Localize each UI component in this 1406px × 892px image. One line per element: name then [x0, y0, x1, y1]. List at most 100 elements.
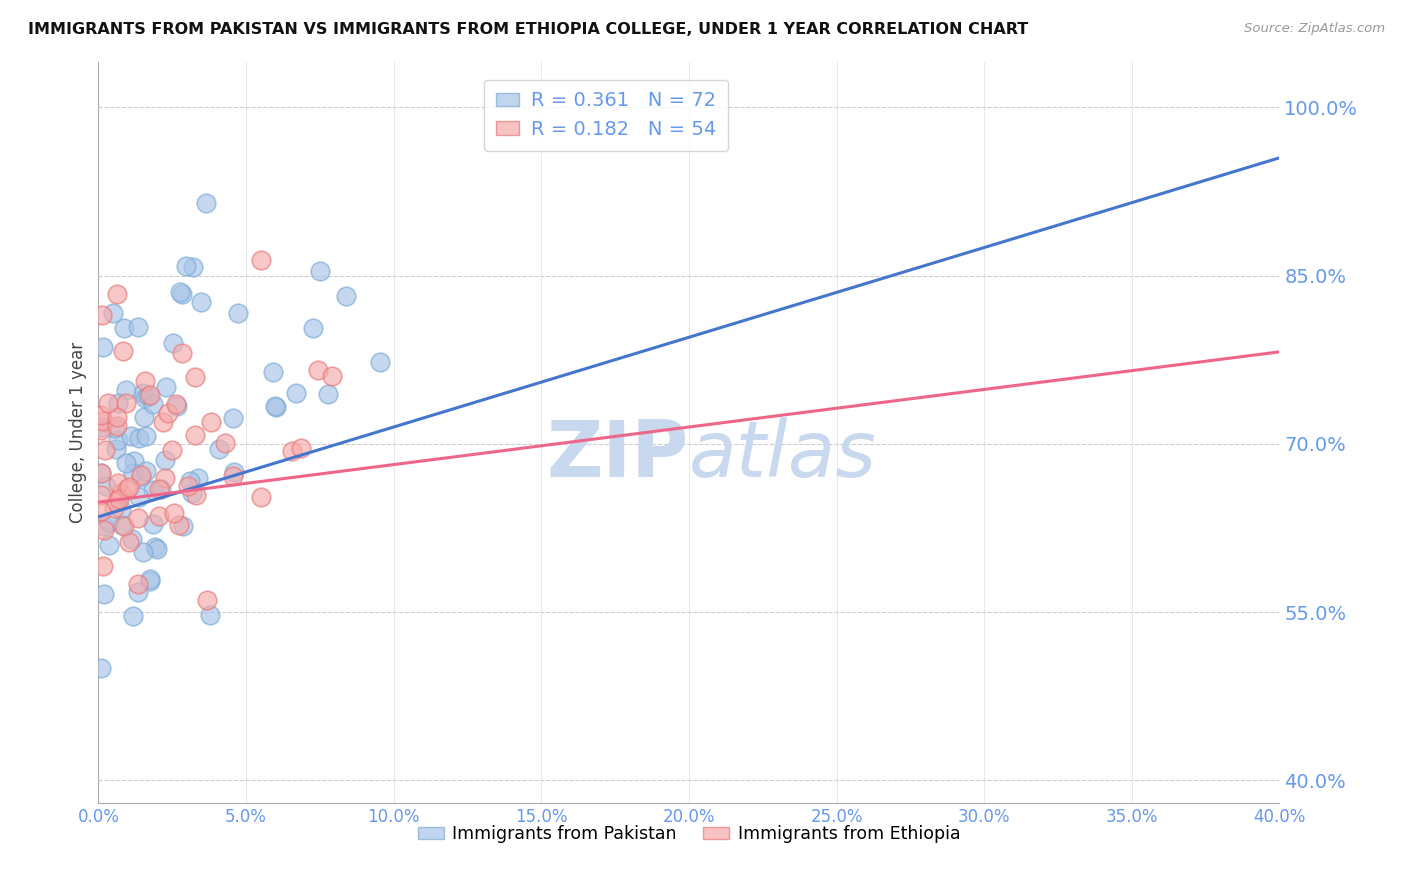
Point: [226, 306, 249, 320]
Point: [139, 388, 162, 402]
Point: [135, 465, 157, 479]
Point: [107, 475, 129, 490]
Point: [142, 517, 165, 532]
Point: [93, 340, 115, 354]
Point: [90, 487, 112, 501]
Point: [90, 408, 112, 422]
Point: [301, 321, 323, 335]
Legend: Immigrants from Pakistan, Immigrants from Ethiopia: Immigrants from Pakistan, Immigrants fro…: [411, 818, 967, 850]
Point: [112, 519, 135, 533]
Point: [90, 660, 112, 674]
Point: [93, 519, 115, 533]
Point: [316, 386, 339, 401]
Point: [142, 397, 165, 411]
Point: [103, 501, 125, 516]
Point: [169, 285, 191, 299]
Point: [162, 336, 184, 351]
Point: [184, 488, 207, 502]
Point: [264, 399, 287, 413]
Point: [129, 467, 152, 482]
Y-axis label: College, Under 1 year: College, Under 1 year: [69, 342, 87, 524]
Point: [198, 608, 221, 623]
Point: [91, 308, 114, 322]
Point: [187, 471, 209, 485]
Point: [90, 466, 112, 480]
Point: [97, 516, 120, 530]
Point: [222, 410, 245, 425]
Point: [112, 321, 135, 335]
Point: [134, 374, 156, 388]
Point: [222, 469, 245, 483]
Point: [290, 441, 312, 455]
Point: [115, 482, 138, 496]
Point: [115, 383, 138, 397]
Point: [179, 474, 201, 488]
Point: [91, 414, 114, 428]
Point: [335, 289, 357, 303]
Point: [307, 363, 329, 377]
Point: [152, 416, 174, 430]
Point: [153, 453, 176, 467]
Point: [368, 355, 391, 369]
Point: [155, 380, 177, 394]
Point: [132, 386, 155, 401]
Point: [145, 540, 167, 554]
Point: [172, 519, 194, 533]
Point: [98, 538, 121, 552]
Point: [134, 391, 156, 405]
Point: [110, 501, 132, 516]
Point: [104, 421, 127, 435]
Point: [195, 196, 218, 211]
Point: [153, 471, 176, 485]
Point: [132, 410, 155, 425]
Point: [101, 306, 124, 320]
Point: [139, 574, 162, 588]
Point: [129, 470, 152, 484]
Point: [90, 466, 112, 480]
Point: [321, 368, 343, 383]
Point: [94, 479, 117, 493]
Point: [146, 542, 169, 557]
Point: [264, 401, 287, 415]
Point: [127, 320, 149, 334]
Point: [94, 442, 117, 457]
Point: [128, 431, 150, 445]
Point: [224, 466, 246, 480]
Point: [105, 494, 128, 508]
Point: [121, 608, 143, 623]
Point: [165, 396, 187, 410]
Point: [121, 533, 143, 547]
Point: [91, 558, 114, 573]
Point: [118, 535, 141, 549]
Point: [93, 523, 115, 537]
Point: [127, 511, 149, 525]
Point: [163, 506, 186, 520]
Point: [181, 486, 204, 500]
Point: [93, 587, 115, 601]
Point: [127, 576, 149, 591]
Point: [250, 491, 273, 505]
Point: [200, 415, 222, 429]
Point: [190, 295, 212, 310]
Point: [105, 410, 128, 425]
Point: [115, 396, 138, 410]
Point: [128, 490, 150, 504]
Point: [136, 388, 159, 402]
Point: [91, 420, 114, 434]
Point: [195, 593, 218, 607]
Point: [176, 260, 198, 274]
Point: [176, 478, 198, 492]
Point: [121, 467, 143, 481]
Point: [150, 482, 173, 496]
Point: [108, 492, 131, 507]
Point: [181, 260, 204, 274]
Point: [97, 396, 120, 410]
Point: [285, 386, 308, 401]
Point: [111, 518, 134, 533]
Text: Source: ZipAtlas.com: Source: ZipAtlas.com: [1244, 22, 1385, 36]
Point: [169, 517, 191, 532]
Point: [107, 396, 129, 410]
Point: [281, 443, 304, 458]
Text: IMMIGRANTS FROM PAKISTAN VS IMMIGRANTS FROM ETHIOPIA COLLEGE, UNDER 1 YEAR CORRE: IMMIGRANTS FROM PAKISTAN VS IMMIGRANTS F…: [28, 22, 1028, 37]
Point: [184, 428, 207, 442]
